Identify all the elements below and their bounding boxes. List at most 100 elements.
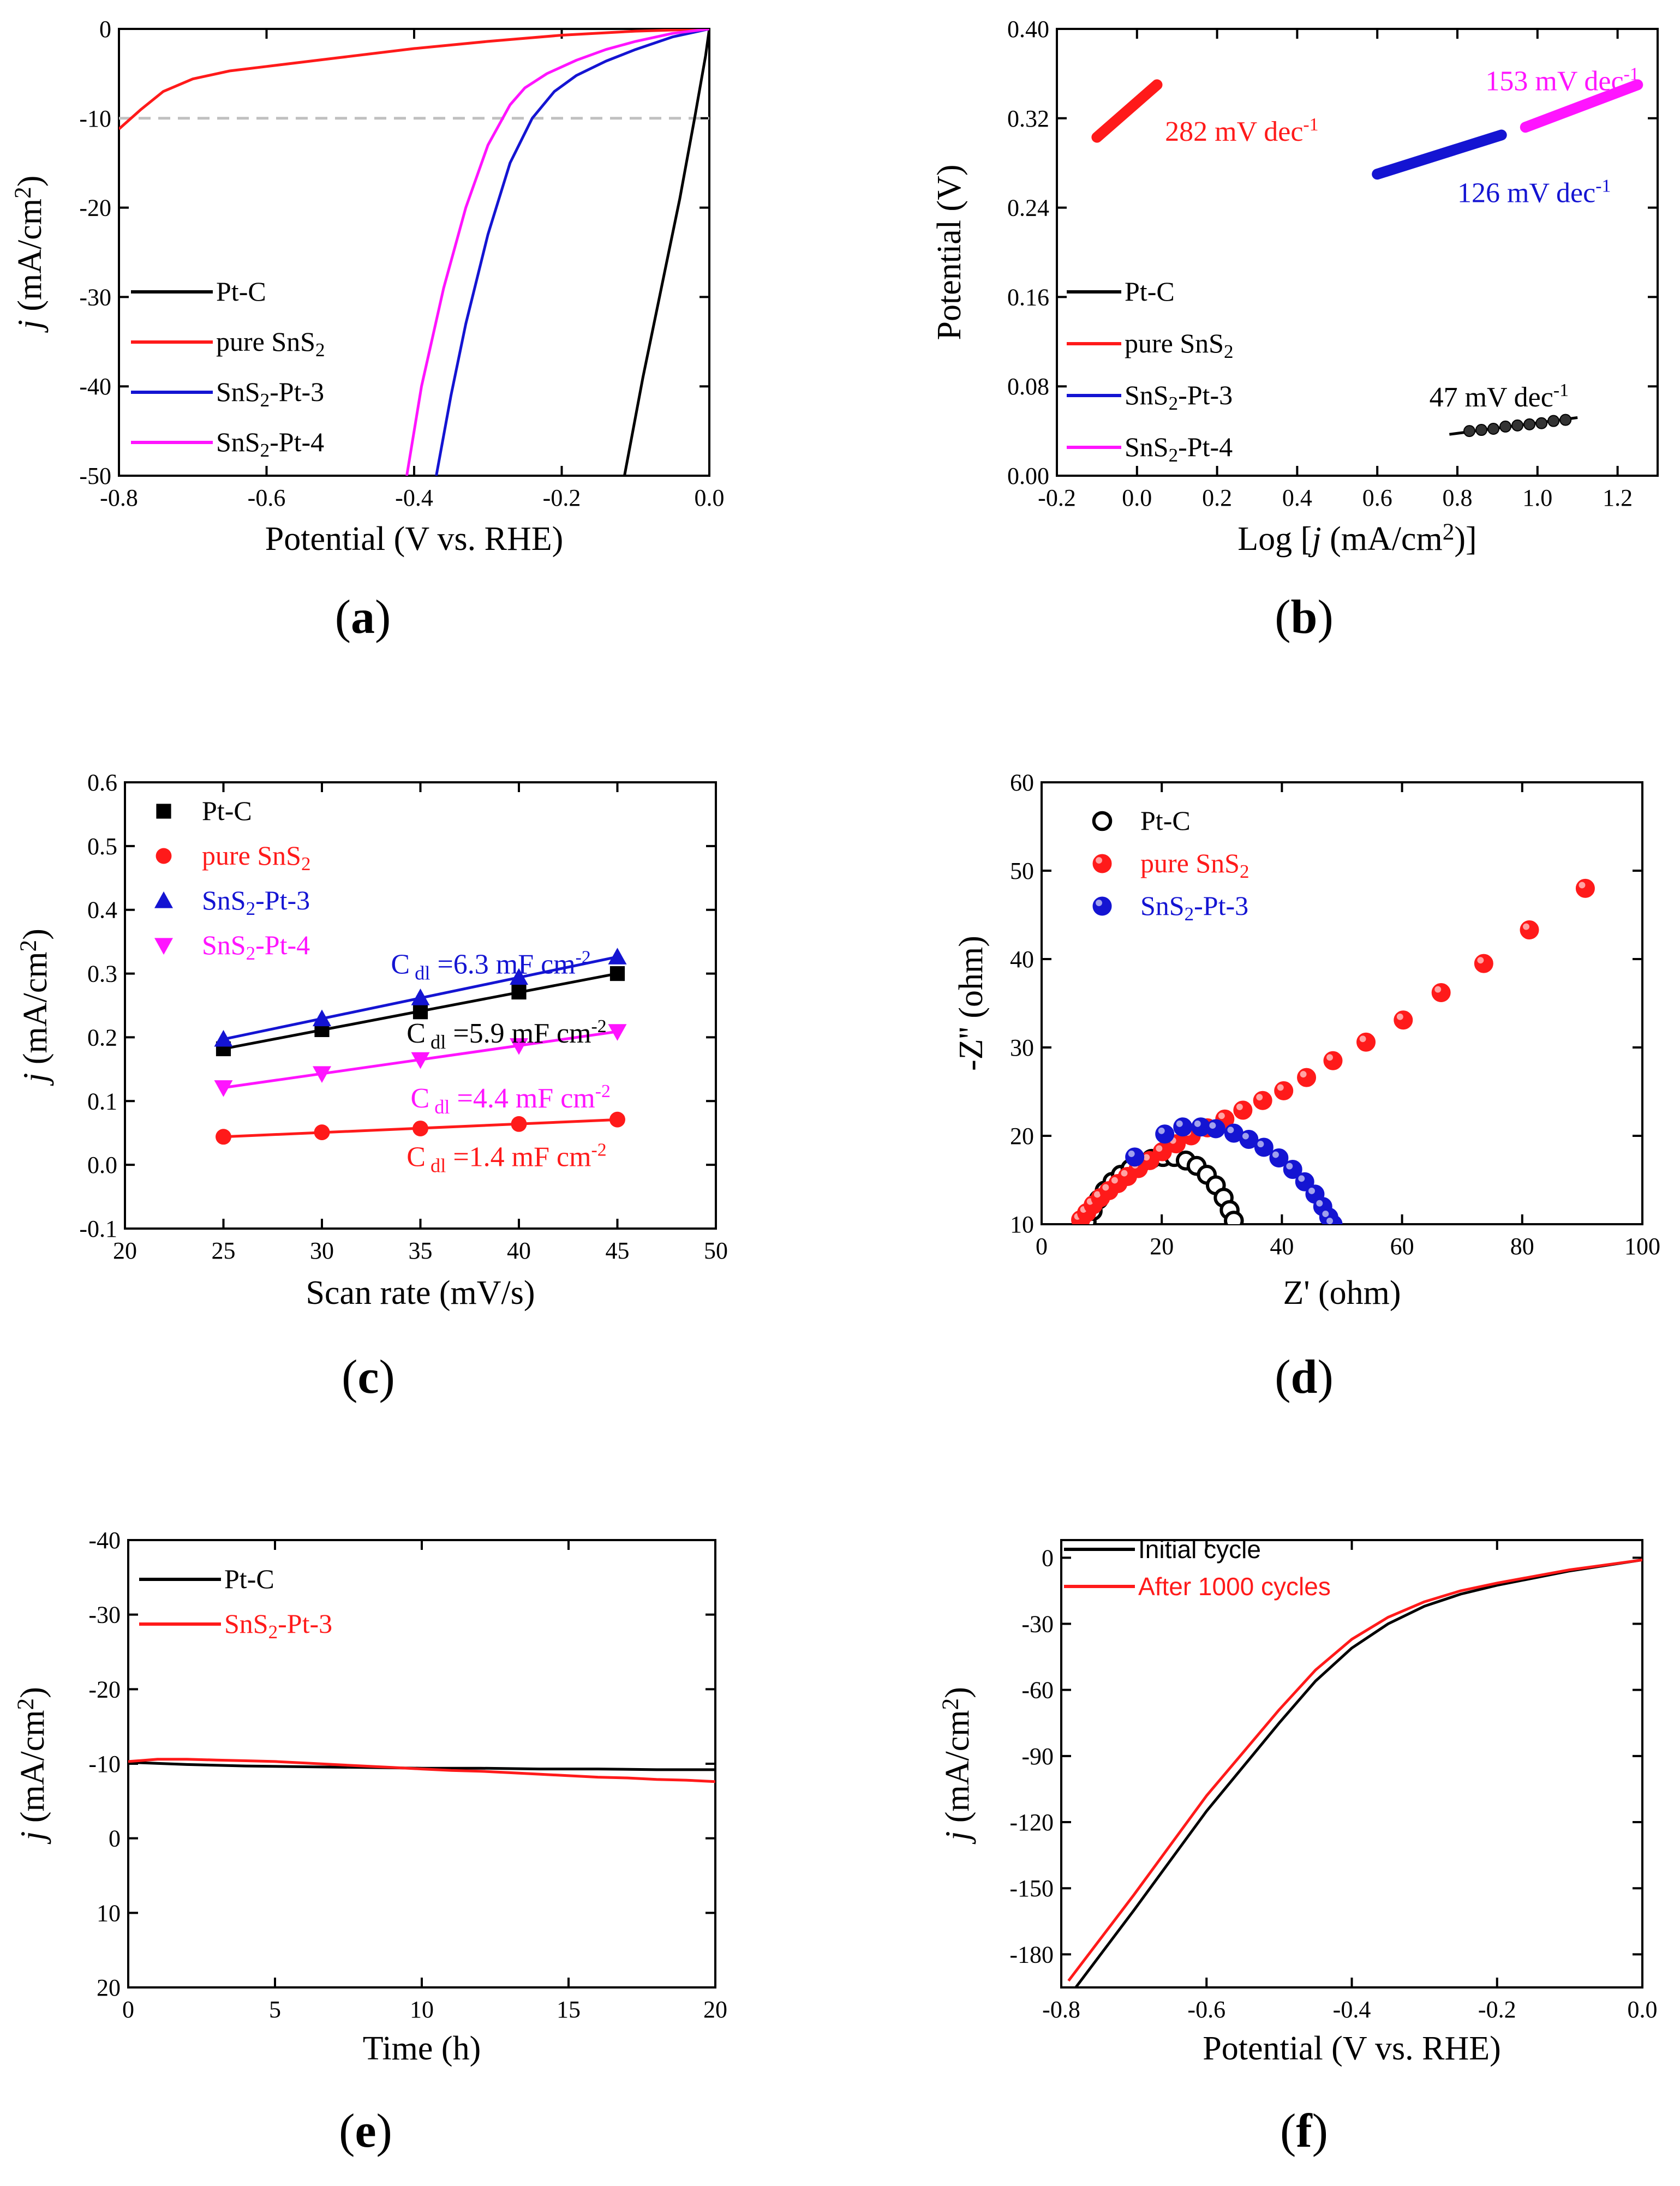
- series-sns2-pt-4: [1520, 79, 1643, 133]
- y-tick-label: -0.1: [79, 1215, 117, 1242]
- marker-highlight: [1227, 1127, 1234, 1134]
- y-tick-label: 0.3: [87, 961, 117, 987]
- y-tick-label: 0: [1042, 1544, 1054, 1571]
- legend-swatch: [154, 938, 173, 955]
- series-pt-c-point: [511, 984, 527, 1000]
- marker-highlight: [1096, 857, 1103, 864]
- y-tick-label: -60: [1021, 1677, 1054, 1704]
- series-after-1000-cycles: [1067, 1558, 1642, 1982]
- series-pure-sns2-point: [1233, 1100, 1253, 1120]
- x-tick-label: 50: [704, 1237, 728, 1264]
- marker-highlight: [1359, 1035, 1366, 1043]
- chart-panel-b: -0.2 0.0 0.2 0.4 0.6 0.8 1.0 1.2 0.00 0.08 0.16 0.2…: [931, 16, 1659, 644]
- marker-highlight: [1308, 1188, 1315, 1194]
- legend-swatch: [1092, 854, 1112, 873]
- annotation: C dl =5.9 mF cm-2: [406, 1016, 606, 1052]
- legend: Pt-C SnS2-Pt-3: [139, 1564, 332, 1643]
- series-pt-c-line: [623, 29, 709, 476]
- y-tick-label: 20: [1010, 1123, 1034, 1149]
- annotation: C dl =4.4 mF cm-2: [410, 1081, 610, 1117]
- marker-highlight: [1242, 1133, 1249, 1140]
- series-pt-c-point: [1547, 415, 1560, 427]
- series-pure-sns2-point: [1253, 1091, 1272, 1110]
- x-tick-label: 40: [1270, 1233, 1294, 1260]
- x-tick-label: -0.2: [543, 484, 581, 511]
- series-pure-sns2: [119, 29, 709, 130]
- series-sns2-pt-3-point: [1155, 1124, 1175, 1144]
- legend-swatch: [1092, 811, 1113, 831]
- series-sns2-pt-3-point: [1323, 1214, 1343, 1224]
- plot-frame: [1060, 1539, 1643, 1989]
- x-tick-label: -0.8: [1042, 1996, 1080, 2023]
- series-pure-sns2-point: [1520, 920, 1539, 940]
- legend: Pt-C pure SnS2 SnS2-Pt-3: [1092, 805, 1249, 925]
- y-tick-label: -50: [79, 463, 111, 489]
- marker-highlight: [1121, 1170, 1128, 1177]
- legend: Pt-C pure SnS2 SnS2-Pt-3 SnS2-Pt-4: [131, 276, 325, 461]
- series-pure-sns2-point: [1575, 878, 1595, 898]
- marker-highlight: [1128, 1150, 1135, 1157]
- plot-area: [119, 29, 709, 476]
- series-pt-c-point: [1523, 418, 1536, 430]
- series-pt-c-point: [1224, 1211, 1244, 1224]
- series-pure-sns2-point: [216, 1129, 231, 1145]
- series-pt-c-point: [1511, 419, 1524, 432]
- series-sns2-pt-4-point: [608, 1024, 627, 1041]
- y-tick-label: -30: [1021, 1610, 1054, 1637]
- series-pure-sns2-point: [314, 1124, 330, 1140]
- x-tick-label: 0.2: [1202, 484, 1232, 511]
- x-tick-label: 35: [409, 1237, 433, 1264]
- series-initial-cycle: [1074, 1558, 1642, 1987]
- x-axis-label: Scan rate (mV/s): [306, 1274, 535, 1311]
- y-tick-label: 0.08: [1007, 373, 1049, 400]
- legend-label: SnS2-Pt-4: [1125, 432, 1233, 466]
- plot-frame: [1056, 28, 1659, 477]
- marker-highlight: [1093, 1191, 1101, 1198]
- legend-label: SnS2-Pt-4: [202, 930, 310, 964]
- series-sns2-pt-3: [1372, 129, 1507, 180]
- x-tick-label: -0.8: [100, 484, 138, 511]
- marker-highlight: [1326, 1218, 1333, 1224]
- series-pure-sns2-point: [1297, 1068, 1317, 1087]
- series-pure-sns2-point: [1394, 1010, 1413, 1030]
- y-tick-label: -30: [88, 1602, 121, 1628]
- legend-label: SnS2-Pt-3: [224, 1608, 332, 1643]
- marker-highlight: [1272, 1151, 1279, 1158]
- marker-highlight: [1326, 1054, 1333, 1061]
- series-pt-c-point: [1499, 420, 1512, 433]
- series-pure-sns2-point: [511, 1116, 527, 1132]
- x-tick-label: 0: [122, 1996, 134, 2023]
- series-pure-sns2-point: [412, 1121, 428, 1136]
- series-pt-c-point: [609, 966, 625, 981]
- x-tick-label: 60: [1390, 1233, 1414, 1260]
- x-tick-label: -0.4: [1333, 1996, 1371, 2023]
- y-axis-label: -Z'' (ohm): [953, 936, 990, 1071]
- series-sns2-pt-3-point: [1206, 1119, 1225, 1139]
- panel-label: (c): [342, 1351, 395, 1404]
- marker-highlight: [1300, 1071, 1307, 1078]
- y-axis-label: j (mA/cm2): [13, 1687, 51, 1844]
- legend-swatch: [1092, 896, 1112, 916]
- series-sns2-pt-4: [214, 1024, 627, 1097]
- legend-label: pure SnS2: [1125, 328, 1233, 362]
- series-sns2-pt-4-line: [1520, 79, 1643, 133]
- y-tick-label: -90: [1021, 1743, 1054, 1770]
- legend-label: pure SnS2: [202, 840, 310, 875]
- x-tick-label: 45: [606, 1237, 630, 1264]
- marker-highlight: [1316, 1200, 1323, 1207]
- y-tick-label: -180: [1009, 1941, 1054, 1968]
- series-pure-sns2-point: [1274, 1081, 1294, 1100]
- y-axis-label: j (mA/cm2): [15, 929, 54, 1086]
- y-tick-label: 0.40: [1007, 16, 1049, 43]
- y-tick-label: 50: [1010, 858, 1034, 884]
- chart-panel-f: -0.8 -0.6 -0.4 -0.2 0.0 0 -30 -60 -90 -120 -150 -18…: [937, 1535, 1658, 2158]
- legend-swatch: [154, 891, 173, 908]
- x-tick-label: 5: [269, 1996, 281, 2023]
- plot-area: [1067, 1558, 1642, 1987]
- y-tick-label: 10: [1010, 1211, 1034, 1238]
- plot-frame: [118, 28, 710, 477]
- legend-label: SnS2-Pt-3: [1140, 890, 1248, 925]
- y-tick-label: 0.4: [87, 897, 117, 924]
- series-sns2-pt-3-point: [608, 948, 627, 965]
